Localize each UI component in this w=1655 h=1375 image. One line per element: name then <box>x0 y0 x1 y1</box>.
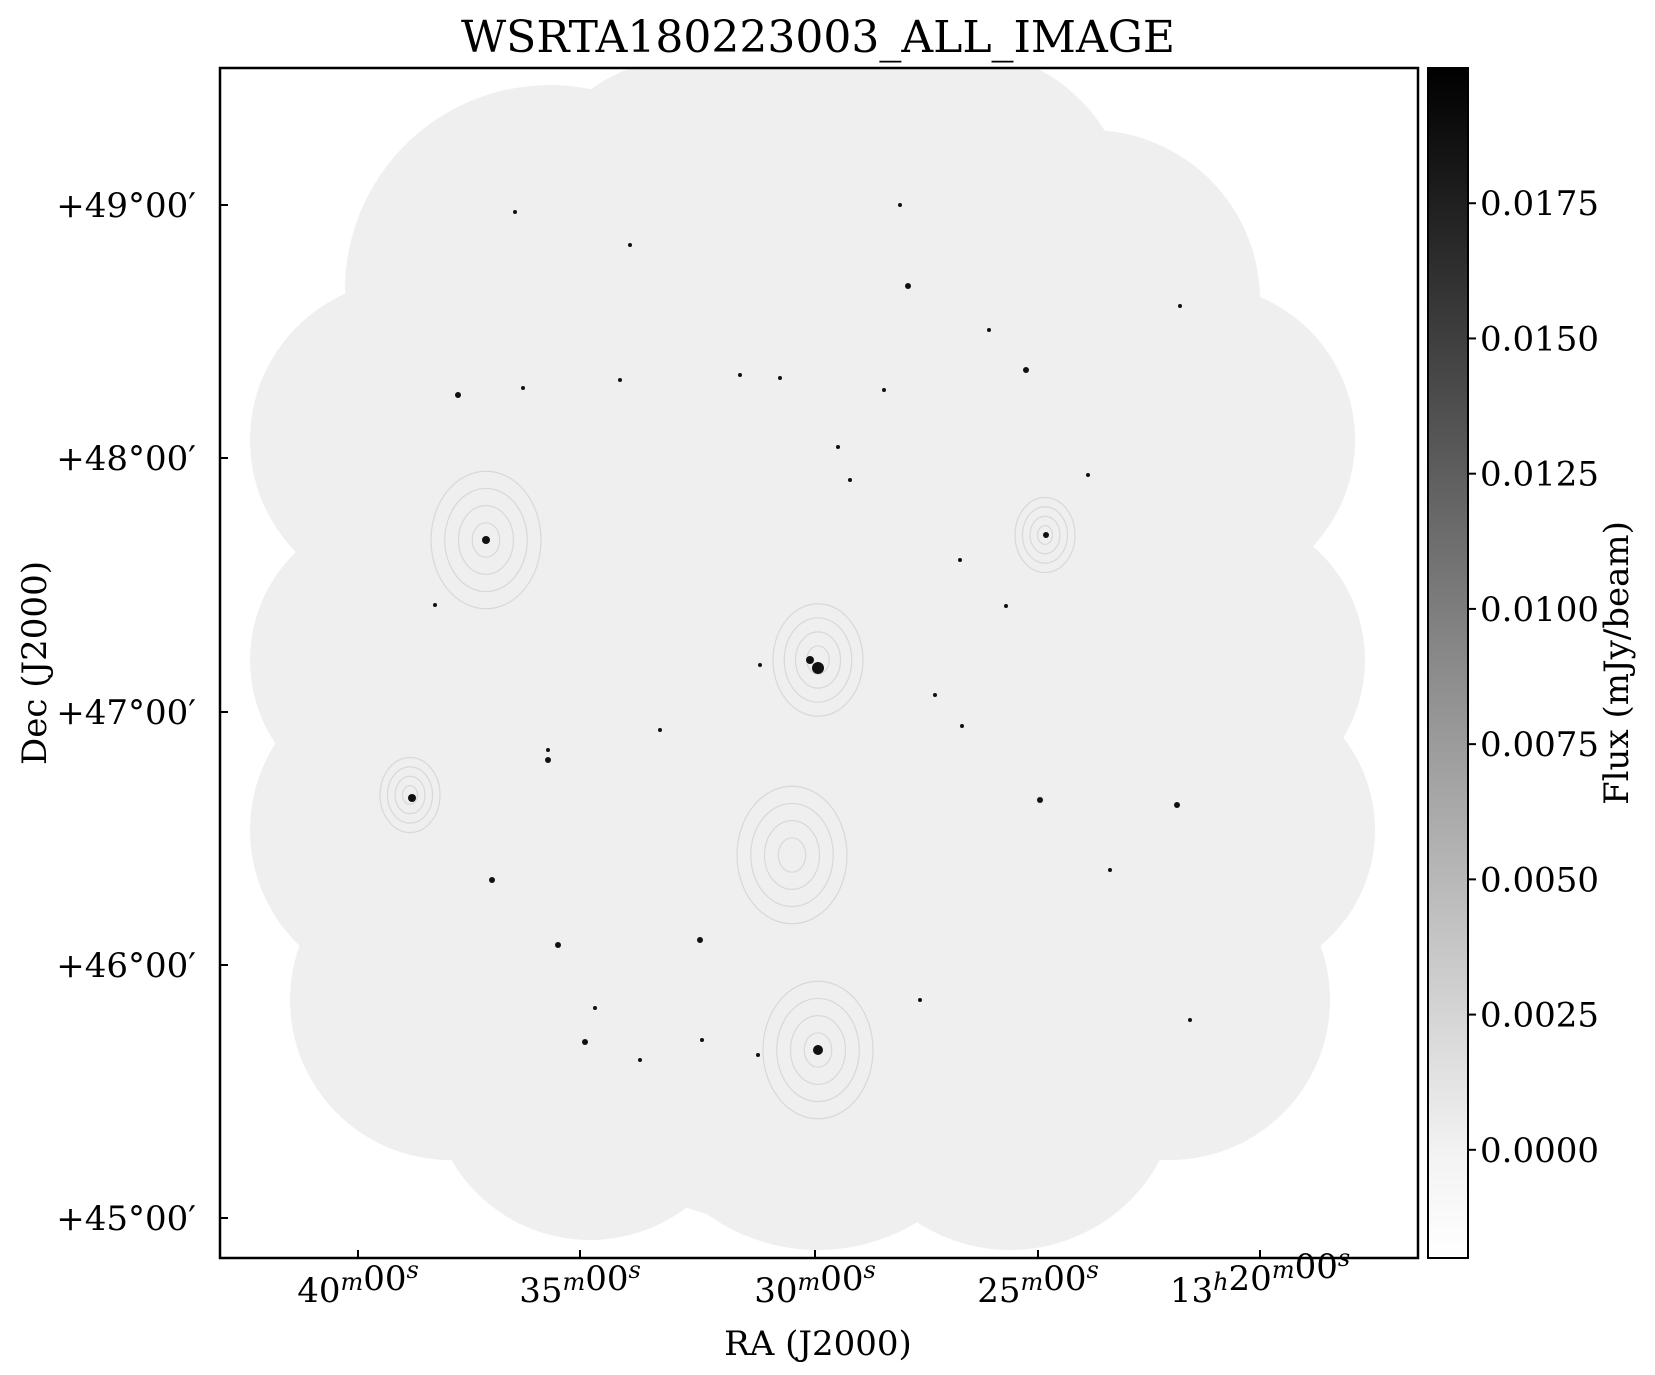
mosaic-footprint <box>250 68 1375 1250</box>
radio-source <box>628 243 632 247</box>
radio-source <box>898 203 902 207</box>
x-tick-label: 35m00s <box>519 1256 641 1311</box>
radio-source <box>958 558 962 562</box>
x-axis-ticks: 40m00s 35m00s 30m00s 25m00s 13h20m00s <box>297 1244 1350 1311</box>
beam-footprint <box>438 90 1198 850</box>
radio-source <box>812 662 824 674</box>
y-tick-label: +46°00′ <box>56 946 196 986</box>
radio-source <box>618 378 622 382</box>
radio-source <box>778 376 782 380</box>
colorbar-tick-label: 0.0075 <box>1480 725 1599 765</box>
colorbar-tick-label: 0.0000 <box>1480 1131 1599 1171</box>
sidelobe-ring <box>777 837 807 873</box>
sidelobe-ring <box>386 766 434 824</box>
colorbar-tick-label: 0.0100 <box>1480 590 1599 630</box>
radio-source <box>758 663 762 667</box>
radio-source <box>546 748 550 752</box>
radio-source <box>1086 473 1090 477</box>
radio-source <box>700 1038 704 1042</box>
radio-source <box>756 1053 760 1057</box>
x-tick-label: 25m00s <box>977 1256 1099 1311</box>
radio-source <box>1174 802 1180 808</box>
radio-source <box>960 724 964 728</box>
radio-source <box>836 445 840 449</box>
x-tick-label: 13h20m00s <box>1170 1244 1350 1311</box>
radio-source <box>545 757 551 763</box>
y-axis-label: Dec (J2000) <box>15 561 55 765</box>
sidelobe-ring <box>1014 496 1076 574</box>
radio-source <box>408 794 416 802</box>
plot-frame <box>218 66 1420 1260</box>
radio-source <box>848 478 852 482</box>
radio-source <box>1188 1018 1192 1022</box>
radio-source <box>1043 532 1049 538</box>
sidelobe-ring <box>1021 506 1069 564</box>
sidelobe-ring <box>457 505 515 575</box>
radio-source <box>1037 797 1043 803</box>
y-tick-label: +47°00′ <box>56 693 196 733</box>
colorbar-tick-label: 0.0025 <box>1480 996 1599 1036</box>
colorbar-tick-label: 0.0125 <box>1480 455 1599 495</box>
y-tick-label: +48°00′ <box>56 439 196 479</box>
sidelobe-ring <box>762 980 874 1120</box>
colorbar-tick-label: 0.0175 <box>1480 184 1599 224</box>
sidelobe-ring <box>401 785 419 805</box>
sidelobe-ring <box>776 997 860 1103</box>
radio-source <box>987 328 991 332</box>
sidelobe-ring <box>1036 525 1054 545</box>
sidelobe-ring <box>736 785 848 925</box>
x-tick-label: 40m00s <box>297 1256 419 1311</box>
radio-source <box>482 536 490 544</box>
x-tick-label: 30m00s <box>754 1256 876 1311</box>
chart-title: WSRTA180223003_ALL_IMAGE <box>461 12 1175 63</box>
mosaic-image <box>220 68 1418 1258</box>
y-tick-label: +49°00′ <box>56 186 196 226</box>
sidelobe-ring <box>763 820 821 890</box>
sidelobe-ring <box>430 470 542 610</box>
sidelobe-ring <box>444 487 528 593</box>
radio-source <box>593 1006 597 1010</box>
y-tick-label: +45°00′ <box>56 1199 196 1239</box>
radio-source <box>513 210 517 214</box>
radio-source <box>433 603 437 607</box>
colorbar-tick-label: 0.0050 <box>1480 860 1599 900</box>
radio-source <box>582 1039 588 1045</box>
sidelobe-ring <box>394 775 426 815</box>
radio-source <box>697 937 703 943</box>
radio-source <box>806 656 814 664</box>
radio-source <box>1178 304 1182 308</box>
radio-source <box>1004 604 1008 608</box>
radio-source <box>658 728 662 732</box>
sidelobe-ring <box>750 802 834 908</box>
colorbar-label: Flux (mJy/beam) <box>1597 521 1637 805</box>
colorbar-tick-label: 0.0150 <box>1480 319 1599 359</box>
radio-source <box>1023 367 1029 373</box>
sidelobe-ring <box>772 603 864 717</box>
radio-source <box>638 1058 642 1062</box>
radio-source <box>1108 868 1112 872</box>
radio-source <box>489 877 495 883</box>
y-axis-ticks: +49°00′ +48°00′ +47°00′ +46°00′ +45°00′ <box>56 186 228 1239</box>
radio-source <box>555 942 561 948</box>
radio-source <box>933 693 937 697</box>
colorbar <box>1427 67 1469 1259</box>
x-axis-label: RA (J2000) <box>724 1324 912 1364</box>
sidelobe-ring <box>471 522 501 558</box>
radio-sources <box>379 203 1192 1120</box>
radio-source <box>521 386 525 390</box>
radio-source <box>905 283 911 289</box>
radio-source <box>738 373 742 377</box>
sidelobe-ring <box>794 631 842 689</box>
radio-source <box>918 998 922 1002</box>
sidelobe-ring <box>789 1015 847 1085</box>
radio-source <box>813 1045 823 1055</box>
sidelobe-ring <box>803 1032 833 1068</box>
sidelobe-ring <box>379 756 441 834</box>
radio-source <box>455 392 461 398</box>
sidelobe-ring <box>1029 515 1061 555</box>
radio-source <box>882 388 886 392</box>
colorbar-ticks: 0.0175 0.0150 0.0125 0.0100 0.0075 0.0050 0.00… <box>1468 184 1599 1171</box>
sidelobe-ring <box>783 617 853 703</box>
